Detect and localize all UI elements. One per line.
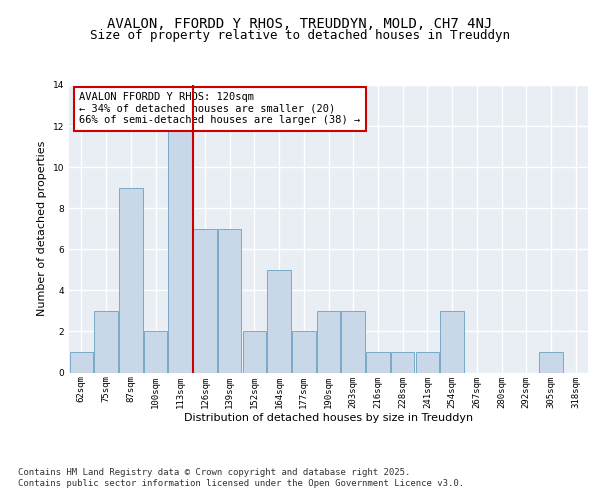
Bar [391, 352, 415, 372]
Text: Contains HM Land Registry data © Crown copyright and database right 2025.
Contai: Contains HM Land Registry data © Crown c… [18, 468, 464, 487]
Bar [341, 311, 365, 372]
Bar [169, 126, 192, 372]
Bar [268, 270, 291, 372]
Bar [317, 311, 340, 372]
Text: AVALON FFORDD Y RHOS: 120sqm
← 34% of detached houses are smaller (20)
66% of se: AVALON FFORDD Y RHOS: 120sqm ← 34% of de… [79, 92, 361, 126]
X-axis label: Distribution of detached houses by size in Treuddyn: Distribution of detached houses by size … [184, 413, 473, 423]
Bar [440, 311, 464, 372]
Bar [292, 332, 316, 372]
Bar [119, 188, 143, 372]
Y-axis label: Number of detached properties: Number of detached properties [37, 141, 47, 316]
Bar [218, 229, 241, 372]
Bar [539, 352, 563, 372]
Text: AVALON, FFORDD Y RHOS, TREUDDYN, MOLD, CH7 4NJ: AVALON, FFORDD Y RHOS, TREUDDYN, MOLD, C… [107, 18, 493, 32]
Bar [144, 332, 167, 372]
Bar [366, 352, 389, 372]
Bar [70, 352, 93, 372]
Bar [416, 352, 439, 372]
Text: Size of property relative to detached houses in Treuddyn: Size of property relative to detached ho… [90, 29, 510, 42]
Bar [193, 229, 217, 372]
Bar [94, 311, 118, 372]
Bar [242, 332, 266, 372]
